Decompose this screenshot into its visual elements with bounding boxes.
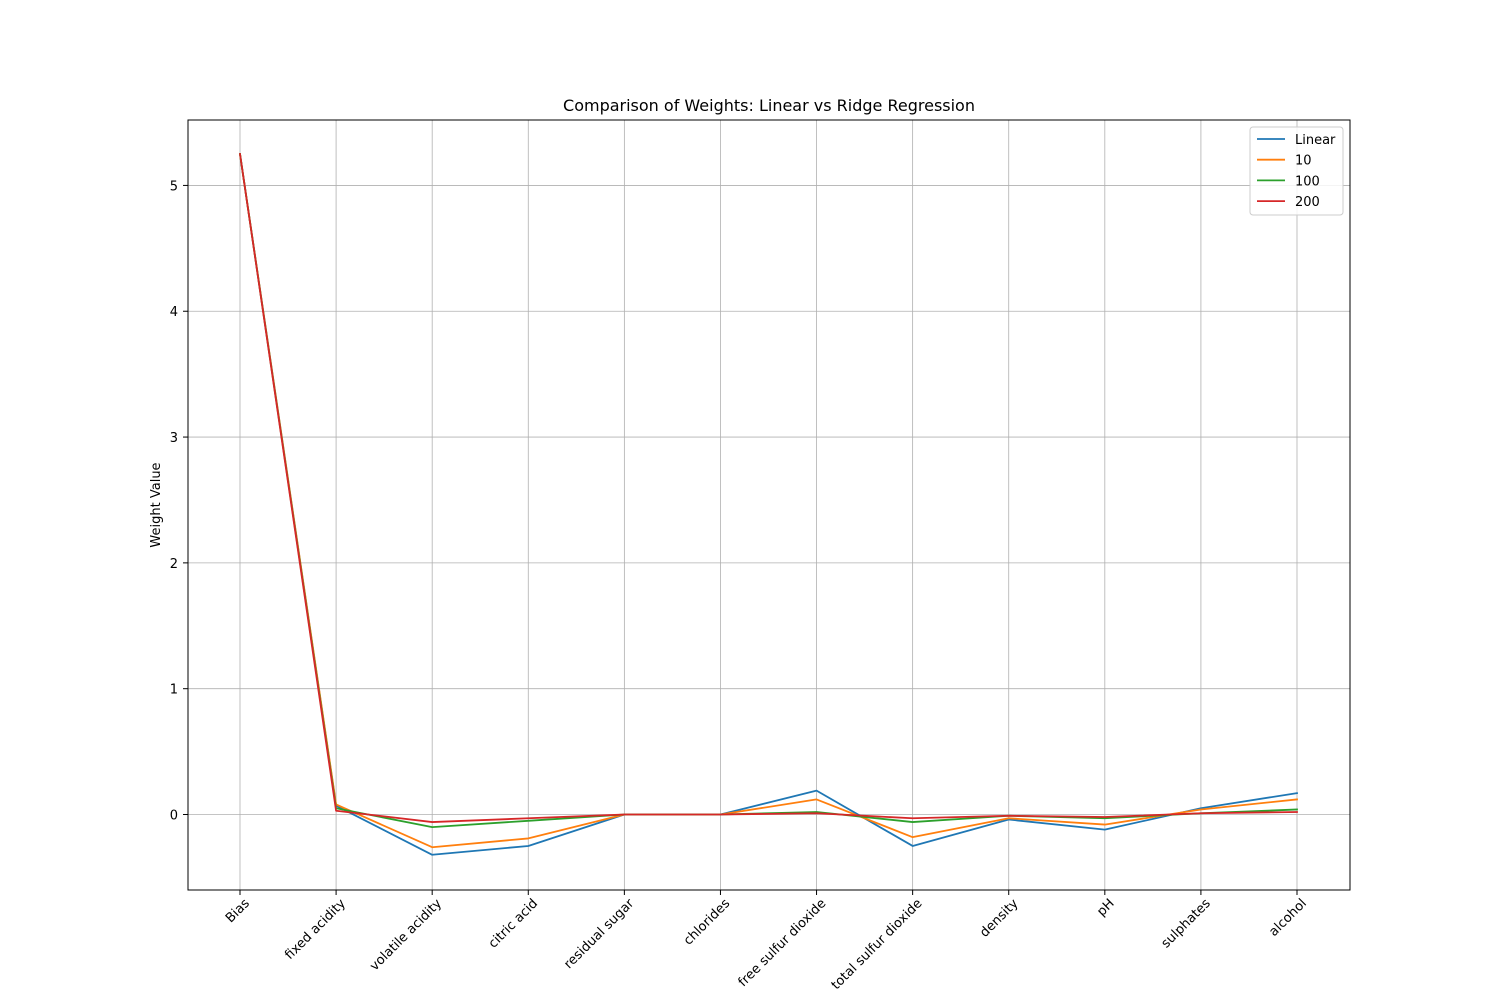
x-tick-label: density [977,896,1022,941]
x-tick-label: residual sugar [561,896,637,972]
plot-frame [187,119,1351,891]
x-tick-label: citric acid [486,896,541,951]
x-tick-label: alcohol [1266,896,1309,939]
legend-label: Linear [1295,133,1336,148]
y-axis-label: Weight Value [149,462,164,547]
x-tick-label: free sulfur dioxide [736,896,830,990]
x-tick-label: volatile acidity [367,896,445,974]
chart-title: Comparison of Weights: Linear vs Ridge R… [563,96,975,115]
series-lines [238,152,1299,856]
x-tick-label: total sulfur dioxide [829,896,926,993]
legend-label: 100 [1295,174,1320,189]
legend-label: 10 [1295,154,1312,169]
legend-label: 200 [1295,195,1320,210]
x-tick-label: pH [1094,896,1117,919]
x-tick-label: chlorides [681,896,733,948]
plot-area [188,120,1350,890]
x-tick-label: Bias [223,896,253,926]
legend: Linear 10 100 200 [1249,126,1344,216]
x-tick-label: fixed acidity [282,896,349,963]
y-tick-label: 0 [170,809,178,824]
y-tick-label: 2 [170,557,178,572]
legend-box [1249,126,1344,216]
series-line-200 [238,152,1298,823]
y-tick-label: 5 [170,179,178,194]
series-line-10 [238,152,1298,849]
y-tick-label: 1 [170,683,178,698]
y-tick-label: 4 [170,305,178,320]
series-line-linear [238,152,1299,856]
x-tick-label: sulphates [1159,896,1214,951]
y-tick-label: 3 [170,431,178,446]
